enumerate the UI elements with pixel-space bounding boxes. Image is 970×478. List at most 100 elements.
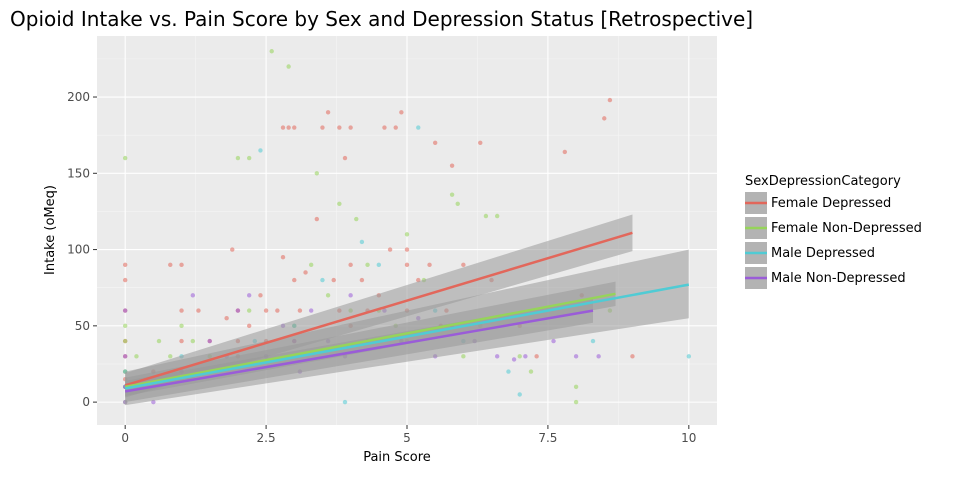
data-point: [506, 369, 511, 374]
data-point: [404, 262, 410, 268]
data-point: [562, 149, 568, 155]
trend-line: [124, 309, 594, 393]
data-point: [286, 125, 291, 130]
data-point: [686, 354, 692, 359]
data-point: [387, 247, 393, 252]
data-point: [573, 354, 579, 359]
x-tick-label: 0: [121, 431, 129, 445]
trend-line: [124, 283, 690, 390]
data-point: [320, 125, 325, 130]
data-point: [494, 354, 500, 359]
x-tick-label: 2.5: [257, 431, 276, 445]
data-point: [286, 64, 291, 69]
data-point: [308, 262, 314, 268]
data-point: [494, 213, 500, 219]
data-point: [573, 399, 579, 405]
y-tick-label: 0: [82, 395, 90, 409]
data-point: [404, 232, 410, 237]
data-point: [602, 116, 607, 121]
data-point: [230, 247, 235, 252]
x-axis-label: Pain Score: [363, 450, 431, 465]
data-point: [314, 171, 320, 176]
data-point: [235, 308, 241, 313]
x-tick-label: 5: [403, 431, 411, 445]
data-point: [122, 262, 128, 268]
data-point: [179, 262, 184, 268]
y-tick-label: 50: [75, 319, 90, 333]
data-point: [292, 277, 297, 283]
data-point: [190, 338, 196, 344]
y-tick-label: 100: [67, 243, 90, 257]
data-point: [168, 262, 173, 268]
data-point: [455, 201, 460, 207]
data-point: [517, 354, 522, 359]
data-point: [416, 125, 421, 130]
data-point: [156, 338, 162, 344]
data-point: [590, 338, 596, 344]
data-point: [348, 262, 353, 268]
data-point: [280, 125, 286, 130]
data-point: [320, 277, 325, 283]
data-point: [297, 308, 303, 313]
data-point: [303, 270, 308, 275]
data-point: [596, 354, 601, 359]
trend-lines: [124, 231, 690, 393]
data-point: [325, 293, 331, 298]
x-tick-label: 7.5: [538, 431, 557, 445]
data-point: [342, 399, 348, 405]
data-point: [122, 155, 128, 161]
data-point: [432, 140, 438, 145]
chart-title: Opioid Intake vs. Pain Score by Sex and …: [10, 7, 753, 31]
legend-label: Male Depressed: [771, 246, 875, 261]
legend-label: Male Non-Depressed: [771, 271, 906, 286]
data-point: [292, 125, 297, 130]
data-point: [573, 384, 579, 390]
x-axis-ticks: 0 2.5 5 7.5 10: [121, 425, 696, 445]
data-point: [269, 49, 274, 54]
data-point: [122, 338, 128, 344]
data-point: [337, 201, 342, 207]
data-point: [134, 354, 139, 359]
data-point: [308, 308, 314, 313]
data-point: [449, 192, 455, 197]
data-point: [280, 254, 286, 260]
data-point: [337, 125, 342, 130]
x-tick-label: 10: [681, 431, 696, 445]
data-point: [348, 293, 353, 298]
data-point: [190, 293, 196, 298]
data-point: [630, 354, 635, 359]
data-point: [365, 262, 370, 268]
data-point: [246, 323, 252, 329]
data-point: [263, 308, 269, 313]
data-point: [483, 213, 489, 219]
data-point: [224, 316, 229, 321]
data-point: [511, 357, 517, 362]
data-point: [207, 338, 212, 344]
y-tick-label: 200: [67, 90, 90, 104]
data-point: [179, 338, 184, 344]
data-point: [246, 308, 252, 313]
data-point: [196, 308, 201, 313]
data-point: [325, 110, 331, 115]
data-point: [393, 125, 398, 130]
legend-label: Female Non-Depressed: [771, 221, 922, 236]
y-axis-label: Intake (oMeq): [43, 185, 58, 275]
data-point: [342, 155, 348, 161]
data-point: [427, 262, 432, 268]
data-point: [348, 125, 353, 130]
y-axis-ticks: 0 50 100 150 200: [67, 90, 97, 409]
data-point: [354, 216, 359, 222]
y-tick-label: 150: [67, 166, 90, 180]
data-point: [179, 323, 184, 329]
legend: Female Depressed Female Non-Depressed Male…: [745, 192, 922, 289]
data-point: [399, 110, 404, 115]
legend-label: Female Depressed: [771, 196, 891, 211]
data-point: [246, 155, 252, 161]
data-point: [168, 354, 173, 359]
legend-title: SexDepressionCategory: [745, 174, 901, 189]
data-point: [314, 216, 320, 222]
data-point: [376, 262, 382, 268]
data-point: [528, 369, 534, 374]
data-point: [449, 163, 455, 168]
